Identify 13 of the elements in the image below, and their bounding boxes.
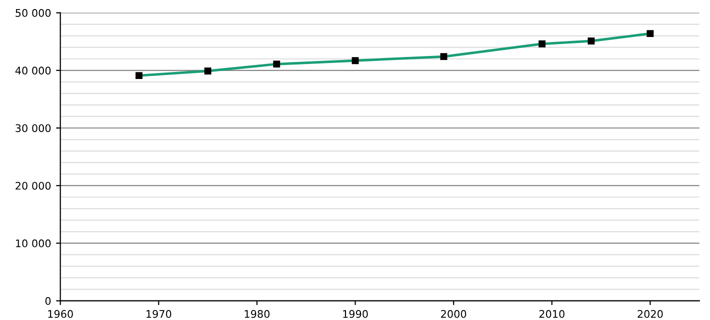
y-tick-label: 0 [45, 297, 51, 305]
x-tick-label: 1960 [48, 310, 73, 318]
y-tick-label: 50 000 [16, 9, 51, 17]
x-tick-label: 2000 [441, 310, 466, 318]
y-tick-label: 40 000 [15, 66, 51, 75]
y-tick-label: 10 000 [16, 239, 51, 248]
x-tick-label: 1970 [146, 310, 172, 318]
y-tick-label: 30 000 [16, 124, 51, 132]
x-tick-label: 2020 [638, 310, 663, 318]
y-tick-label: 20 000 [16, 182, 51, 190]
x-tick-label: 1980 [244, 310, 270, 318]
x-tick-label: 2010 [539, 310, 564, 318]
x-tick-label: 1990 [343, 310, 368, 318]
